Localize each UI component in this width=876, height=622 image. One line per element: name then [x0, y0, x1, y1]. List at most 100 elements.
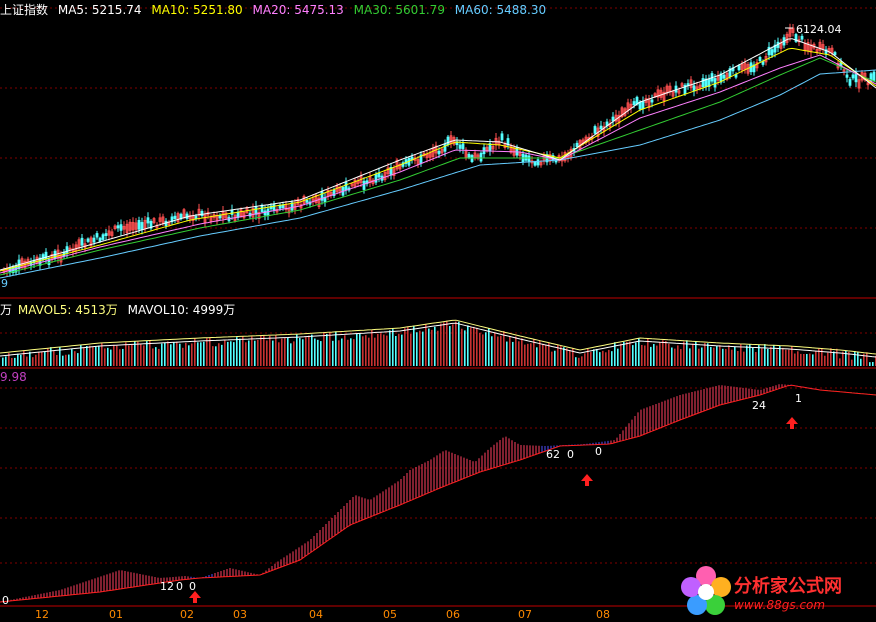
candle	[767, 46, 771, 56]
volume-bar	[164, 342, 166, 366]
volume-bar	[803, 353, 805, 366]
volume-bar	[233, 342, 235, 366]
volume-bar	[572, 348, 574, 366]
candle	[344, 182, 348, 191]
candle	[290, 202, 294, 211]
volume-bar	[368, 337, 370, 366]
indicator-annotation: 0	[567, 448, 574, 461]
volume-bar	[569, 350, 571, 366]
volume-bar	[863, 353, 865, 366]
volume-bar	[785, 349, 787, 366]
candle	[458, 144, 462, 149]
candle	[353, 179, 357, 187]
ma10-label: MA10: 5251.80	[151, 3, 243, 17]
volume-bar	[755, 352, 757, 366]
site-logo: 分析家公式网 www.88gs.com	[676, 560, 876, 622]
volume-bar	[488, 328, 490, 366]
candle	[620, 107, 624, 118]
volume-bar	[602, 350, 604, 366]
volume-bar	[83, 347, 85, 366]
volume-bar	[611, 351, 613, 366]
mavol10-line	[0, 322, 876, 358]
volume-bar	[596, 348, 598, 366]
volume-bar	[5, 356, 7, 366]
volume-bar	[500, 335, 502, 366]
mavol5-line	[0, 319, 876, 355]
volume-bar	[323, 331, 325, 366]
volume-bar	[401, 334, 403, 366]
volume-bar	[527, 343, 529, 366]
candle	[113, 225, 117, 230]
volume-bar	[455, 321, 457, 366]
volume-bar	[701, 347, 703, 366]
ma30-line	[0, 57, 876, 276]
candle	[698, 84, 702, 89]
candle	[650, 99, 654, 103]
indicator-annotation: 24	[752, 399, 766, 412]
candle	[662, 91, 666, 102]
candle	[632, 101, 636, 106]
volume-bar	[869, 362, 871, 366]
mavol5-label: MAVOL5: 4513万	[17, 303, 118, 317]
ma60-line	[0, 69, 876, 279]
candle	[242, 212, 246, 219]
volume-bar	[38, 351, 40, 366]
candle	[818, 41, 822, 51]
volume-bar	[398, 333, 400, 366]
volume-bar	[47, 348, 49, 366]
volume-bar	[362, 336, 364, 366]
volume-bar	[194, 338, 196, 366]
candle	[866, 82, 870, 86]
volume-bar	[239, 338, 241, 366]
candle	[320, 191, 324, 201]
volume-bar	[680, 349, 682, 366]
volume-bar	[479, 332, 481, 366]
candle	[173, 215, 177, 219]
volume-bar	[44, 351, 46, 366]
candle	[95, 233, 99, 238]
candle	[146, 217, 150, 224]
volume-bar	[242, 336, 244, 366]
volume-bar	[284, 337, 286, 366]
volume-bar	[656, 345, 658, 366]
volume-bar	[431, 329, 433, 366]
candle	[311, 198, 315, 202]
volume-bar	[854, 351, 856, 366]
volume-bar	[305, 337, 307, 366]
indicator-panel-header: 9.98	[0, 370, 33, 384]
price-edge-label: 9	[1, 277, 8, 290]
candle	[677, 90, 681, 94]
indicator-annotation: 1	[795, 392, 802, 405]
candle	[446, 136, 450, 146]
volume-bar	[20, 354, 22, 366]
candle	[506, 138, 510, 146]
volume-bar	[512, 341, 514, 366]
candle	[737, 65, 741, 71]
candle	[851, 74, 855, 79]
volume-bar	[182, 347, 184, 366]
candle	[740, 63, 744, 71]
volume-bar	[689, 348, 691, 366]
volume-bar	[485, 332, 487, 366]
candle	[758, 56, 762, 62]
candle	[497, 140, 501, 145]
candle	[461, 143, 465, 150]
volume-bar	[170, 344, 172, 366]
volume-bar	[443, 322, 445, 366]
logo-url: www.88gs.com	[734, 598, 826, 612]
candle	[800, 35, 804, 40]
candle	[539, 161, 543, 166]
indicator-annotation: 0	[176, 580, 183, 593]
candle	[641, 101, 645, 110]
volume-bar	[86, 346, 88, 366]
flower-logo-icon	[681, 566, 731, 615]
logo-name: 分析家公式网	[734, 576, 842, 597]
volume-bar	[35, 354, 37, 366]
volume-bar	[476, 327, 478, 366]
volume-bar	[209, 337, 211, 366]
volume-bar	[578, 357, 580, 366]
candle	[695, 86, 699, 90]
indicator-annotation: 12	[160, 580, 174, 593]
indicator-annotation: 0	[189, 580, 196, 593]
candle	[473, 152, 477, 158]
